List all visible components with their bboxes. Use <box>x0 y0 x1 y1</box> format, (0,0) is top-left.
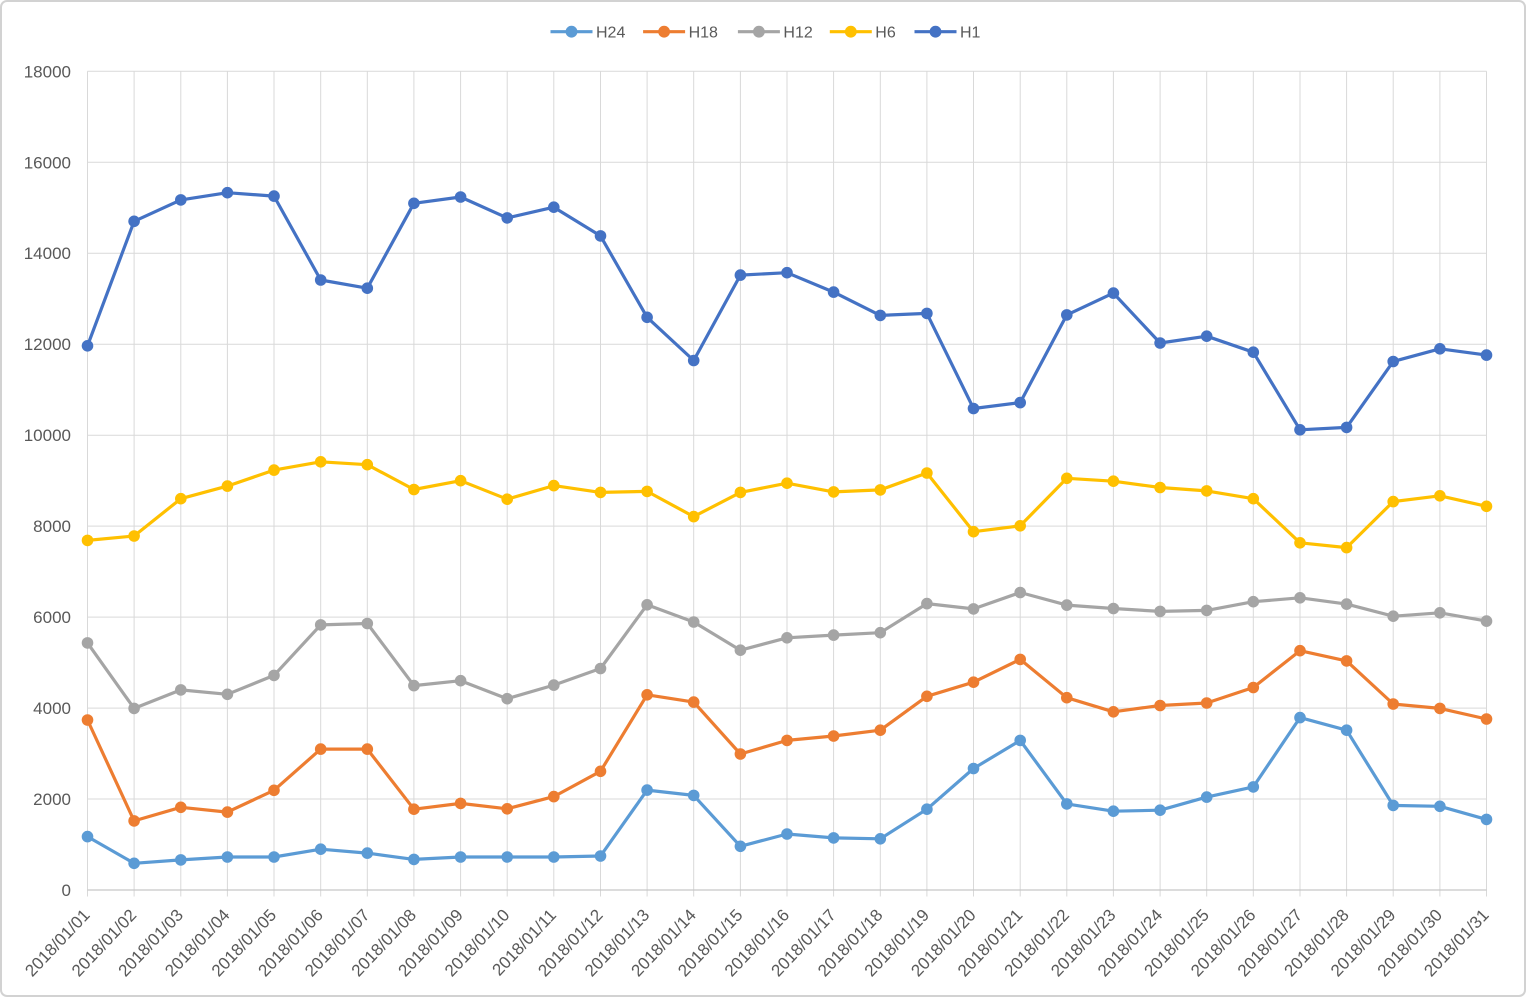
svg-text:H12: H12 <box>783 25 812 42</box>
svg-text:12000: 12000 <box>24 335 71 354</box>
svg-text:H6: H6 <box>875 25 896 42</box>
svg-text:H1: H1 <box>960 25 981 42</box>
svg-text:4000: 4000 <box>33 699 71 718</box>
svg-text:H24: H24 <box>596 25 625 42</box>
svg-text:0: 0 <box>62 881 71 900</box>
svg-text:6000: 6000 <box>33 608 71 627</box>
svg-text:14000: 14000 <box>24 244 71 263</box>
svg-text:18000: 18000 <box>24 62 71 81</box>
svg-text:8000: 8000 <box>33 517 71 536</box>
svg-text:16000: 16000 <box>24 153 71 172</box>
svg-text:2000: 2000 <box>33 790 71 809</box>
svg-text:10000: 10000 <box>24 426 71 445</box>
svg-text:H18: H18 <box>689 25 718 42</box>
